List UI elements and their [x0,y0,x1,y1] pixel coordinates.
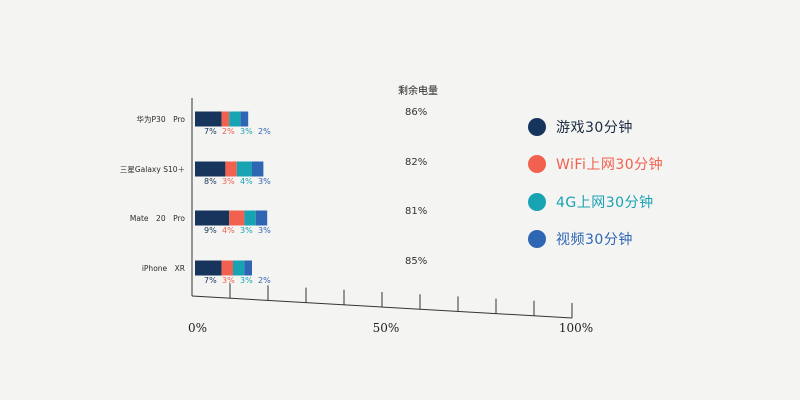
chart-bars [195,111,268,276]
bar-segment-game [195,260,222,276]
legend-swatch-wifi [528,155,546,174]
value-label-wifi: 3% [222,177,235,186]
legend-label-game: 游戏30分钟 [556,119,633,136]
bar-segment-video [252,161,264,177]
bar-segment-video [255,210,268,226]
category-label: 华为P30 Pro [137,114,186,124]
bar-segment-game [195,161,226,177]
x-tick-label: 50% [373,321,400,335]
bar-segment-g4 [233,260,245,276]
x-tick-label: 100% [559,321,593,335]
chart-labels: 华为P30 Pro 7% 2% 3% 2% 86% 三星Galaxy S10＋ 8% 3% 4% 3… [120,107,427,285]
value-label-g4: 4% [240,177,253,186]
bar-segment-video [244,260,252,276]
bar-segment-g4 [229,111,241,127]
legend-label-video: 视频30分钟 [556,232,633,249]
category-label: iPhone XR [142,264,185,273]
bar-segment-wifi [221,111,230,127]
value-label-g4: 3% [240,276,253,285]
legend-item-4g: 4G上网30分钟 [528,183,778,221]
legend-swatch-4g [528,192,546,211]
value-label-video: 2% [258,276,271,285]
remaining-value: 86% [405,107,427,118]
value-label-g4: 3% [240,127,253,136]
value-label-g4: 3% [240,226,253,235]
value-label-wifi: 3% [222,276,235,285]
legend-item-wifi: WiFi上网30分钟 [528,146,778,184]
bar-segment-wifi [225,161,237,177]
bar-segment-game [195,210,230,226]
x-tick-label: 0% [188,321,207,335]
value-label-video: 3% [258,226,271,235]
bar-segment-wifi [221,260,233,276]
chart-axes: 0% 50% 100% [188,98,593,335]
bar-segment-game [195,111,222,127]
legend-item-video: 视频30分钟 [528,221,778,259]
remaining-value: 82% [405,157,427,168]
legend-item-game: 游戏30分钟 [528,108,778,146]
value-label-video: 2% [258,127,271,136]
bar-segment-wifi [229,210,245,226]
value-label-video: 3% [258,177,271,186]
remaining-value: 85% [405,256,427,267]
value-label-wifi: 2% [222,127,235,136]
value-label-wifi: 4% [222,226,235,235]
value-label-game: 8% [204,177,217,186]
bar-segment-g4 [244,210,256,226]
bar-segment-video [240,111,249,127]
remaining-header: 剩余电量 [398,84,438,97]
legend-label-4g: 4G上网30分钟 [556,194,654,211]
category-label: Mate 20 Pro [130,214,185,223]
category-label: 三星Galaxy S10＋ [120,165,185,174]
bar-segment-g4 [236,161,252,177]
value-label-game: 7% [204,276,217,285]
value-label-game: 7% [204,127,217,136]
legend-swatch-video [528,230,546,249]
legend: 游戏30分钟 WiFi上网30分钟 4G上网30分钟 视频30分钟 [528,108,778,258]
legend-label-wifi: WiFi上网30分钟 [556,157,664,174]
remaining-value: 81% [405,206,427,217]
value-label-game: 9% [204,226,217,235]
legend-swatch-game [528,117,546,136]
